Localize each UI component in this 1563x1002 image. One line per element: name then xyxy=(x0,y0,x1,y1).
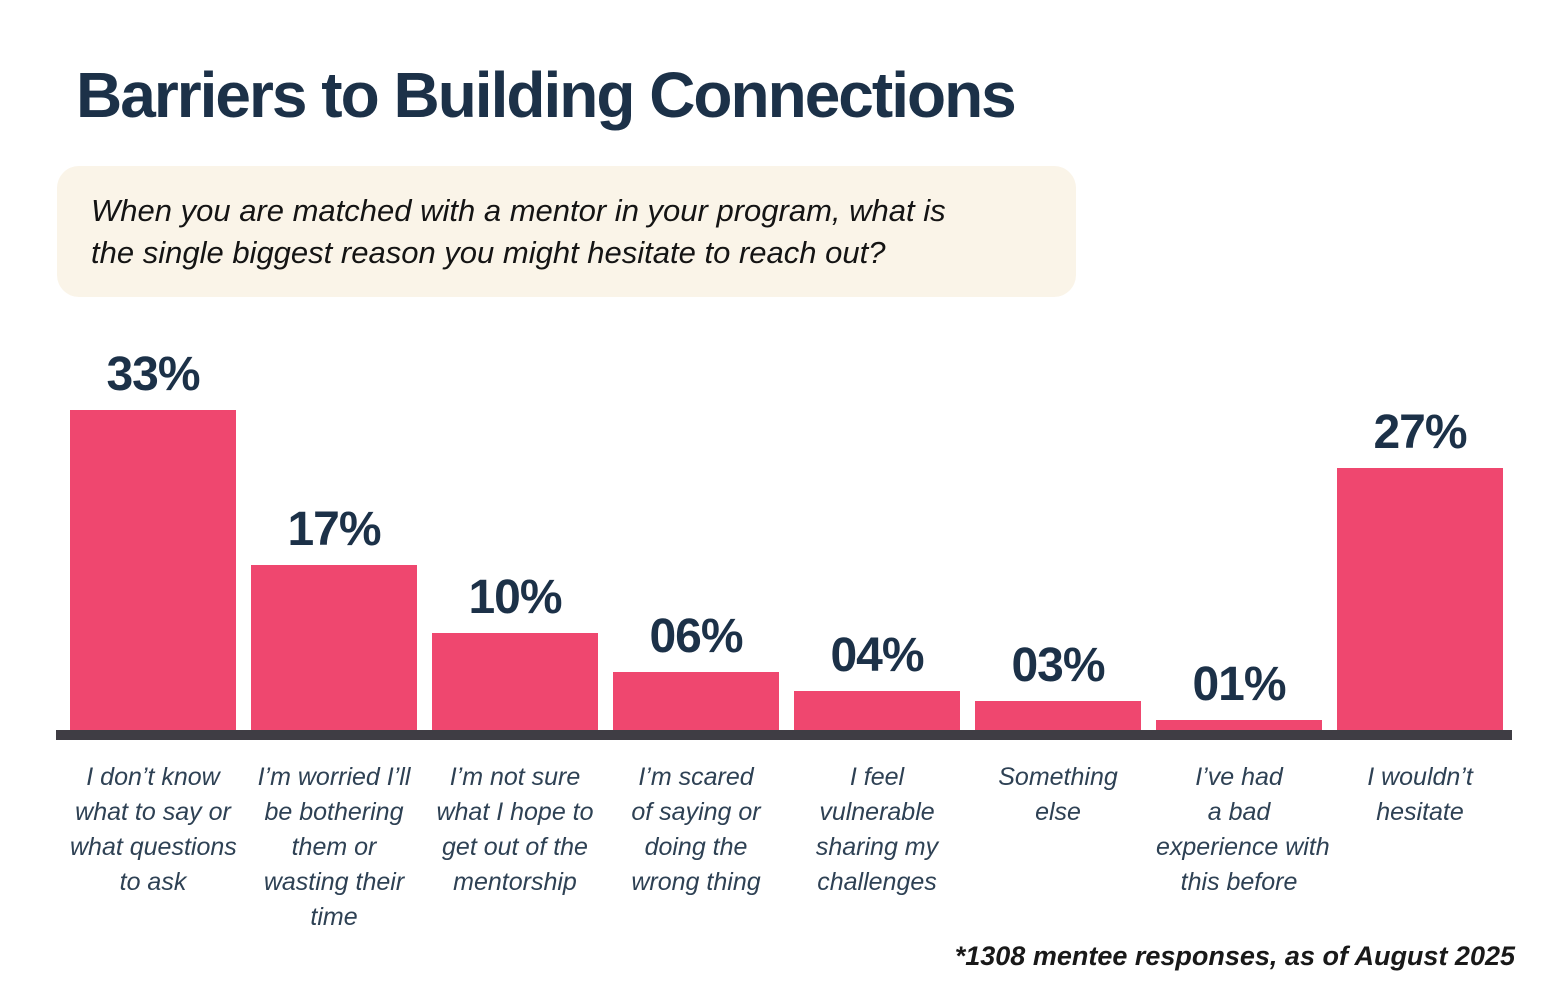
category-label: I’m not sure what I hope to get out of t… xyxy=(436,763,594,896)
bar-value-label: 01% xyxy=(1192,658,1286,711)
bar-value-label: 06% xyxy=(649,610,743,663)
bar-value-label: 04% xyxy=(830,629,924,682)
bar xyxy=(794,691,960,730)
bar xyxy=(432,633,598,730)
category-labels-row: I don’t know what to say or what questio… xyxy=(70,760,1503,935)
bar xyxy=(1156,720,1322,730)
page-title: Barriers to Building Connections xyxy=(76,59,1017,131)
bar-column: 17% xyxy=(251,502,417,730)
bar-column: 01% xyxy=(1156,657,1322,730)
category-label: I wouldn’t hesitate xyxy=(1367,763,1473,826)
x-axis-line xyxy=(56,730,1512,740)
bar-column: 27% xyxy=(1337,405,1503,730)
bar xyxy=(1337,468,1503,730)
bar-column: 06% xyxy=(613,609,779,730)
bar-value-label: 17% xyxy=(287,503,381,556)
category-label: I’ve had a bad experience with this befo… xyxy=(1156,763,1330,896)
bar-column: 03% xyxy=(975,638,1141,730)
question-text: When you are matched with a mentor in yo… xyxy=(91,193,946,270)
bars-row: 33% 17% 10% 06% 04% 03% 01% 27% xyxy=(70,0,1503,730)
footnote: *1308 mentee responses, as of August 202… xyxy=(954,941,1515,971)
bar xyxy=(975,701,1141,730)
bar xyxy=(251,565,417,730)
category-label: I’m worried I’ll be bothering them or wa… xyxy=(257,763,411,931)
bar-value-label: 27% xyxy=(1373,406,1467,459)
bar-value-label: 33% xyxy=(106,348,200,401)
category-label: I feel vulnerable sharing my challenges xyxy=(815,763,939,896)
bar xyxy=(613,672,779,730)
bar xyxy=(70,410,236,730)
category-label: I don’t know what to say or what questio… xyxy=(70,763,237,896)
bar-column: 10% xyxy=(432,570,598,730)
question-box: When you are matched with a mentor in yo… xyxy=(57,166,1076,297)
bar-column: 33% xyxy=(70,347,236,730)
bar-value-label: 10% xyxy=(468,571,562,624)
category-label: I’m scared of saying or doing the wrong … xyxy=(631,763,761,896)
bar-column: 04% xyxy=(794,628,960,730)
bar-value-label: 03% xyxy=(1011,639,1105,692)
category-label: Something else xyxy=(998,763,1118,826)
